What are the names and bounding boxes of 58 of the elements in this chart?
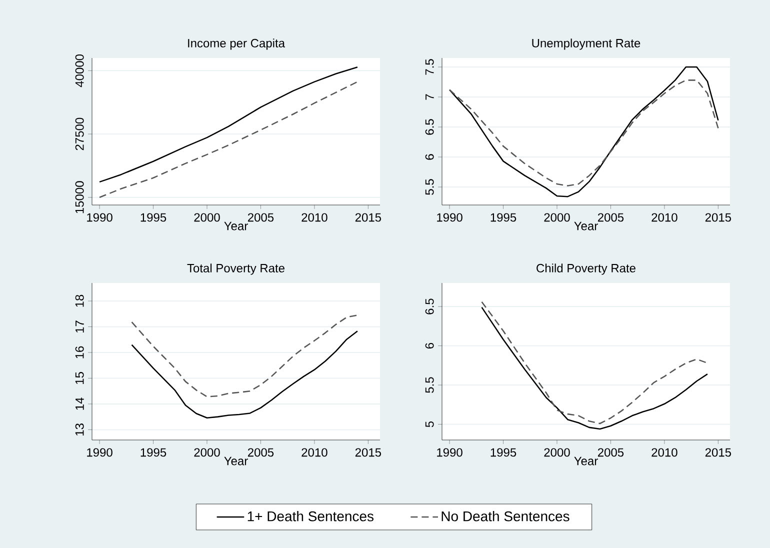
- x-axis-title: Year: [224, 456, 248, 466]
- y-tick-label: 5.5: [425, 377, 434, 393]
- y-tick-label: 6.5: [425, 298, 434, 314]
- y-tick-label: 15000: [75, 181, 84, 214]
- x-tick-label: 2005: [248, 448, 274, 457]
- y-tick-label: 13: [75, 424, 84, 436]
- x-tick-label: 2000: [544, 213, 570, 222]
- x-tick-label: 1990: [437, 448, 462, 457]
- x-axis-title: Year: [574, 456, 598, 466]
- line-series: [448, 80, 719, 186]
- y-tick-label: 27500: [75, 118, 84, 150]
- x-tick-label: 2010: [302, 448, 328, 457]
- y-tick-label: 5: [425, 421, 434, 428]
- legend-label: No Death Sentences: [442, 511, 570, 522]
- line-series: [131, 314, 358, 398]
- x-tick-label: 2005: [598, 213, 624, 222]
- x-tick-label: 2000: [194, 448, 220, 457]
- y-tick-label: 40000: [75, 54, 84, 88]
- y-tick-label: 7.5: [425, 59, 434, 75]
- y-tick-label: 18: [75, 294, 84, 307]
- y-tick-label: 14: [76, 398, 84, 410]
- y-tick-label: 6: [425, 154, 434, 160]
- y-tick-label: 5.5: [425, 179, 434, 195]
- chart-title: Total Poverty Rate: [187, 264, 284, 275]
- x-tick-label: 2005: [598, 448, 624, 457]
- line-series: [448, 66, 719, 198]
- x-tick-label: 2015: [705, 448, 732, 457]
- chart-title: Child Poverty Rate: [536, 264, 636, 275]
- x-tick-label: 1995: [490, 213, 516, 222]
- y-tick-label: 16: [75, 346, 84, 358]
- x-tick-label: 2010: [652, 213, 678, 222]
- x-tick-label: 2000: [194, 213, 220, 222]
- y-tick-label: 17: [76, 320, 84, 333]
- x-axis-title: Year: [574, 222, 598, 230]
- line-series: [131, 330, 358, 418]
- chart-title: Unemployment Rate: [532, 38, 640, 50]
- chart-title: Income per Capita: [188, 38, 286, 50]
- x-tick-label: 2015: [355, 448, 382, 457]
- x-tick-label: 1990: [437, 213, 462, 222]
- x-tick-label: 2010: [302, 213, 328, 222]
- y-tick-label: 7: [426, 94, 434, 100]
- legend-label: 1+ Death Sentences: [248, 511, 374, 522]
- x-axis-title: Year: [224, 222, 248, 230]
- x-tick-label: 1995: [140, 213, 166, 222]
- y-tick-label: 6.5: [425, 119, 434, 135]
- x-tick-label: 2005: [248, 213, 274, 222]
- line-series: [98, 81, 358, 198]
- x-tick-label: 2015: [705, 213, 732, 222]
- y-tick-label: 6: [425, 342, 434, 349]
- x-tick-label: 1990: [87, 448, 112, 457]
- y-tick-label: 15: [75, 372, 84, 384]
- x-tick-label: 1990: [87, 213, 112, 222]
- x-tick-label: 1995: [140, 448, 166, 457]
- line-series: [98, 66, 358, 183]
- x-tick-label: 2010: [652, 448, 678, 457]
- x-tick-label: 2015: [355, 213, 382, 222]
- x-tick-label: 1995: [490, 448, 516, 457]
- x-tick-label: 2000: [544, 448, 570, 457]
